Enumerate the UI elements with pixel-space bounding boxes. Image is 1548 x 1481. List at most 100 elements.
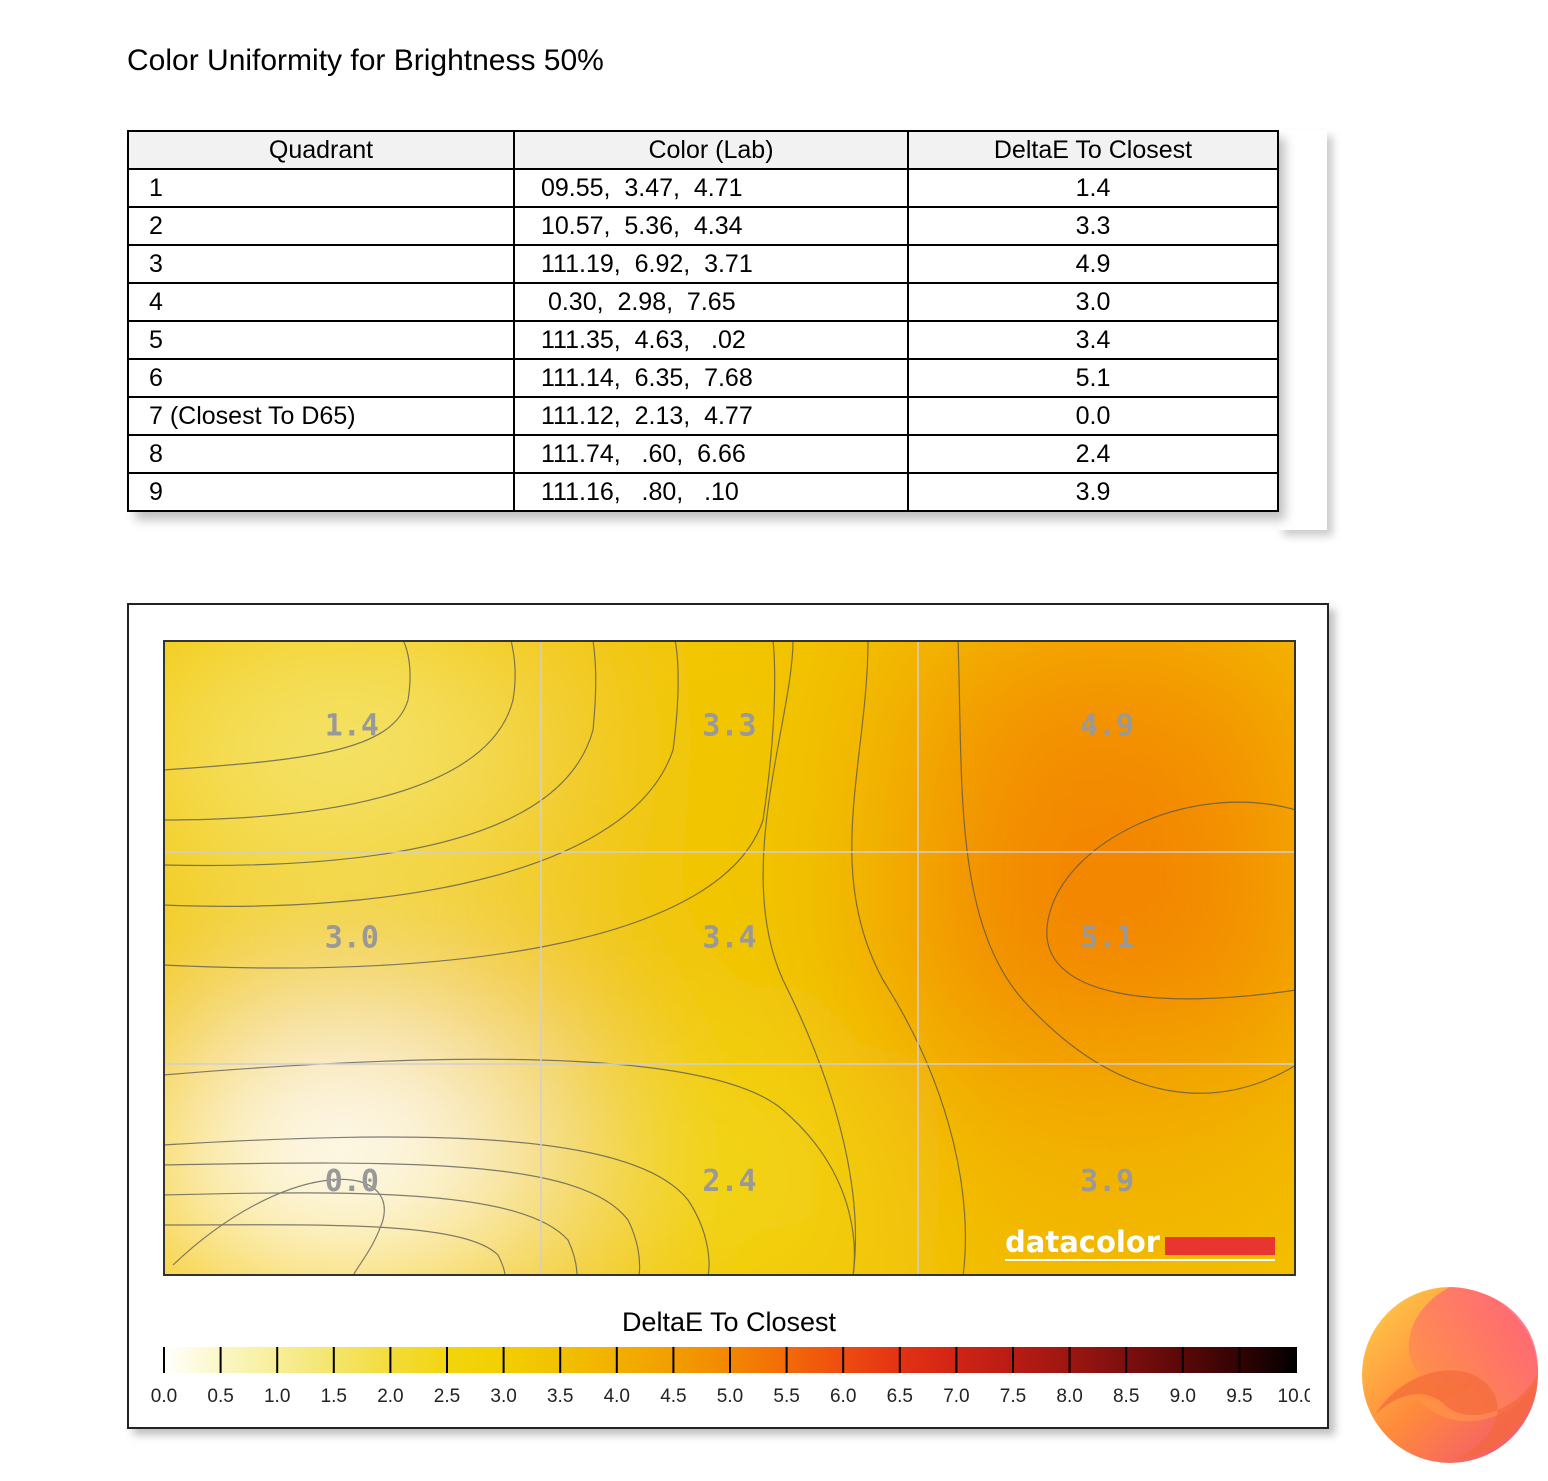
cell-color-lab: 111.16, .80, .10 <box>513 472 909 512</box>
quadrant-value-label: 1.4 <box>325 708 379 743</box>
quadrant-value-label: 3.0 <box>325 920 379 955</box>
cell-quadrant: 3 <box>127 244 515 284</box>
colorbar: 0.0 0.5 1.0 1.5 2.0 2.5 3.0 3.5 4.0 4.5 5.0 5.5 6.0 6… <box>151 1347 1310 1407</box>
page-title: Color Uniformity for Brightness 50% <box>127 44 604 77</box>
colorbar-tick-label: 2.5 <box>434 1386 460 1407</box>
heatmap-fields <box>163 640 1296 1276</box>
heatmap-border <box>163 640 1296 1276</box>
header-deltae: DeltaE To Closest <box>907 130 1279 170</box>
datacolor-accent-bar <box>1165 1237 1275 1255</box>
table-row: 5 111.35, 4.63, .02 3.4 <box>127 320 1279 360</box>
cell-quadrant: 4 <box>127 282 515 322</box>
cell-quadrant: 2 <box>127 206 515 246</box>
table-shadow-panel <box>1277 130 1327 530</box>
quadrant-value-label: 3.9 <box>1080 1164 1134 1199</box>
colorbar-tick-label: 0.0 <box>151 1386 177 1407</box>
logo-swirl-icon <box>1408 1287 1539 1422</box>
cell-quadrant: 5 <box>127 320 515 360</box>
uniformity-heatmap: 1.4 3.3 4.9 3.0 3.4 5.1 0.0 2.4 3.9 datacolor <box>163 640 1296 1276</box>
quadrant-value-labels: 1.4 3.3 4.9 3.0 3.4 5.1 0.0 2.4 3.9 <box>325 708 1135 1199</box>
site-logo <box>1362 1287 1539 1463</box>
cell-color-lab: 10.57, 5.36, 4.34 <box>513 206 909 246</box>
table-row: 2 10.57, 5.36, 4.34 3.3 <box>127 206 1279 246</box>
colorbar-tick-label: 4.0 <box>604 1386 630 1407</box>
table-row: 4 0.30, 2.98, 7.65 3.0 <box>127 282 1279 322</box>
quadrant-value-label: 3.3 <box>702 708 756 743</box>
colorbar-tick-label: 5.0 <box>717 1386 743 1407</box>
table-row: 7 (Closest To D65) 111.12, 2.13, 4.77 0.0 <box>127 396 1279 436</box>
colorbar-ticks: 0.0 0.5 1.0 1.5 2.0 2.5 3.0 3.5 4.0 4.5 5.0 5.5 6.0 6… <box>151 1347 1310 1407</box>
cell-deltae: 2.4 <box>907 434 1279 474</box>
colorbar-tick-label: 1.0 <box>264 1386 290 1407</box>
colorbar-tick-label: 2.0 <box>377 1386 403 1407</box>
quadrant-value-label: 4.9 <box>1080 708 1134 743</box>
heatmap-cell <box>495 640 964 878</box>
cell-color-lab: 0.30, 2.98, 7.65 <box>513 282 909 322</box>
cell-quadrant: 1 <box>127 168 515 208</box>
datacolor-underline <box>1005 1259 1275 1261</box>
quadrant-value-label: 5.1 <box>1080 920 1134 955</box>
cell-quadrant: 8 <box>127 434 515 474</box>
cell-color-lab: 111.35, 4.63, .02 <box>513 320 909 360</box>
table-row: 9 111.16, .80, .10 3.9 <box>127 472 1279 512</box>
colorbar-tick-label: 6.0 <box>830 1386 856 1407</box>
datacolor-logo: datacolor <box>1005 1225 1275 1261</box>
datacolor-wordmark: datacolor <box>1005 1225 1161 1259</box>
heatmap-cell <box>873 640 1296 878</box>
quadrant-value-label: 3.4 <box>702 920 756 955</box>
colorbar-tick-label: 8.5 <box>1113 1386 1139 1407</box>
quadrant-value-label: 2.4 <box>702 1164 756 1199</box>
cell-color-lab: 111.12, 2.13, 4.77 <box>513 396 909 436</box>
heatmap-cell <box>163 640 586 878</box>
cell-deltae: 0.0 <box>907 396 1279 436</box>
color-uniformity-table: Quadrant Color (Lab) DeltaE To Closest 1… <box>127 130 1279 512</box>
colorbar-tick-label: 9.0 <box>1170 1386 1196 1407</box>
cell-deltae: 3.9 <box>907 472 1279 512</box>
heatmap-cell <box>163 1038 586 1276</box>
heatmap-cell <box>163 826 586 1090</box>
cell-quadrant: 6 <box>127 358 515 398</box>
colorbar-tick-label: 1.5 <box>321 1386 347 1407</box>
colorbar-tick-label: 3.0 <box>490 1386 516 1407</box>
colorbar-tick-label: 3.5 <box>547 1386 573 1407</box>
cell-color-lab: 09.55, 3.47, 4.71 <box>513 168 909 208</box>
heatmap-cell <box>495 1038 964 1276</box>
colorbar-tick-label: 6.5 <box>887 1386 913 1407</box>
cell-deltae: 3.4 <box>907 320 1279 360</box>
cell-deltae: 4.9 <box>907 244 1279 284</box>
header-color-lab: Color (Lab) <box>513 130 909 170</box>
colorbar-tick-label: 4.5 <box>660 1386 686 1407</box>
heatmap-cell <box>873 1038 1296 1276</box>
cell-color-lab: 111.19, 6.92, 3.71 <box>513 244 909 284</box>
table-row: 3 111.19, 6.92, 3.71 4.9 <box>127 244 1279 284</box>
header-quadrant: Quadrant <box>127 130 515 170</box>
table-row: 1 09.55, 3.47, 4.71 1.4 <box>127 168 1279 208</box>
colorbar-tick-label: 0.5 <box>207 1386 233 1407</box>
colorbar-tick-label: 7.5 <box>1000 1386 1026 1407</box>
colorbar-tick-label: 9.5 <box>1226 1386 1252 1407</box>
table-row: 6 111.14, 6.35, 7.68 5.1 <box>127 358 1279 398</box>
colorbar-tick-label: 7.0 <box>943 1386 969 1407</box>
contour-lines <box>163 640 1296 1276</box>
cell-color-lab: 111.74, .60, 6.66 <box>513 434 909 474</box>
color-uniformity-table-wrapper: Quadrant Color (Lab) DeltaE To Closest 1… <box>127 130 1279 512</box>
cell-deltae: 3.3 <box>907 206 1279 246</box>
cell-quadrant: 7 (Closest To D65) <box>127 396 515 436</box>
cell-deltae: 1.4 <box>907 168 1279 208</box>
colorbar-title: DeltaE To Closest <box>621 1307 837 1337</box>
table-body: 1 09.55, 3.47, 4.71 1.4 2 10.57, 5.36, 4.34 3… <box>127 168 1279 512</box>
table-header-row: Quadrant Color (Lab) DeltaE To Closest <box>127 130 1279 170</box>
colorbar-tick-label: 10.0 <box>1278 1386 1310 1407</box>
colorbar-tick-label: 8.0 <box>1056 1386 1082 1407</box>
heatmap-cell <box>873 826 1296 1090</box>
cell-deltae: 3.0 <box>907 282 1279 322</box>
table-row: 8 111.74, .60, 6.66 2.4 <box>127 434 1279 474</box>
cell-deltae: 5.1 <box>907 358 1279 398</box>
logo-swirl-lower-icon <box>1375 1370 1537 1460</box>
heatmap-cell <box>495 826 964 1090</box>
quadrant-value-label: 0.0 <box>325 1164 379 1199</box>
quadrant-gridlines <box>163 640 1296 1276</box>
cell-quadrant: 9 <box>127 472 515 512</box>
colorbar-tick-label: 5.5 <box>773 1386 799 1407</box>
cell-color-lab: 111.14, 6.35, 7.68 <box>513 358 909 398</box>
